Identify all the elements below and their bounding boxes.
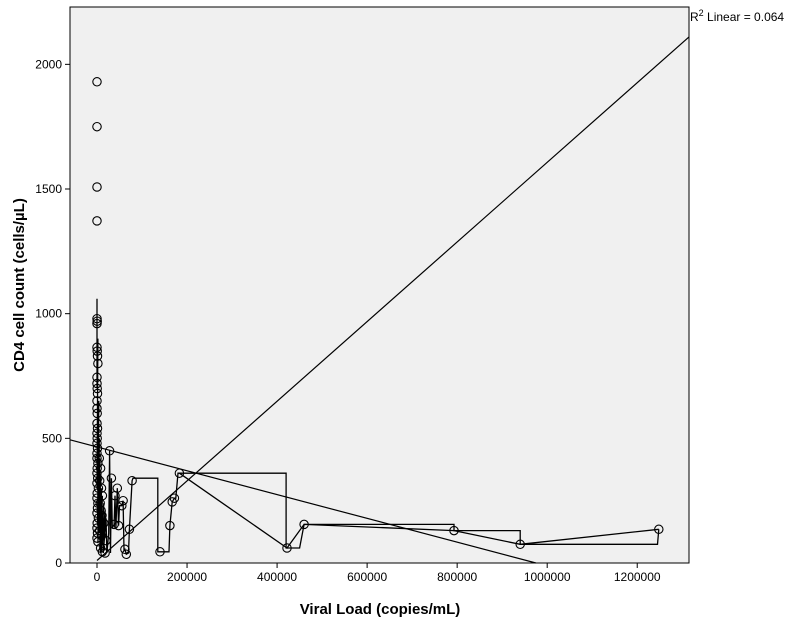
- data-point: [92, 523, 102, 533]
- data-point: [155, 547, 165, 557]
- data-point: [106, 473, 117, 483]
- data-point: [95, 498, 105, 508]
- data-point: [169, 493, 180, 503]
- data-point: [127, 475, 137, 486]
- x-tick-label: 400000: [257, 570, 297, 584]
- data-point: [92, 418, 102, 429]
- data-point: [92, 438, 102, 449]
- x-tick-label: 1200000: [614, 570, 661, 584]
- data-point: [92, 443, 103, 454]
- data-points: [92, 77, 664, 560]
- data-point: [299, 519, 309, 530]
- data-point: [92, 403, 102, 414]
- data-point: [92, 383, 102, 394]
- data-point: [94, 475, 105, 486]
- data-point: [92, 378, 102, 389]
- y-tick-label: 0: [55, 556, 62, 570]
- data-point: [93, 358, 103, 369]
- data-point: [93, 458, 103, 469]
- data-point: [112, 483, 123, 493]
- data-point: [92, 433, 102, 444]
- x-tick-label: 1000000: [524, 570, 571, 584]
- data-connector-line: [179, 472, 659, 549]
- y-tick-label: 1000: [35, 307, 62, 321]
- data-point: [93, 483, 104, 493]
- data-point: [121, 549, 132, 560]
- data-point: [96, 505, 106, 516]
- fit-line-0: [69, 439, 537, 564]
- data-point: [124, 524, 135, 535]
- data-point: [92, 318, 102, 329]
- data-point: [92, 396, 102, 406]
- data-point: [92, 453, 102, 464]
- data-point: [92, 372, 102, 383]
- data-point: [120, 544, 130, 555]
- data-point: [101, 535, 111, 546]
- data-point: [92, 428, 102, 439]
- y-axis-title: CD4 cell count (cells/µL): [11, 198, 28, 372]
- data-point: [92, 423, 103, 434]
- data-point: [174, 468, 185, 478]
- data-point: [92, 216, 102, 226]
- x-tick-label: 800000: [437, 570, 477, 584]
- data-point: [92, 346, 102, 356]
- data-point: [92, 463, 102, 474]
- x-axis-title: Viral Load (copies/mL): [300, 601, 461, 618]
- data-point: [92, 77, 102, 87]
- data-point: [95, 463, 106, 474]
- data-point: [92, 388, 103, 399]
- x-tick-label: 600000: [347, 570, 387, 584]
- data-point: [113, 520, 124, 531]
- data-point: [515, 539, 525, 550]
- y-axis: 0 500 1000 1500 2000: [35, 57, 70, 570]
- y-tick-label: 500: [42, 431, 62, 445]
- data-point: [282, 543, 292, 553]
- data-point: [92, 182, 102, 192]
- data-point: [96, 483, 107, 493]
- data-point: [99, 518, 109, 528]
- data-point: [117, 500, 127, 511]
- plot-area: [69, 6, 690, 564]
- data-point: [165, 520, 175, 531]
- r2-label: R2 Linear = 0.064: [690, 8, 784, 24]
- y-tick-label: 1500: [35, 182, 62, 196]
- data-point: [94, 525, 105, 536]
- data-point: [97, 510, 107, 521]
- y-tick-label: 2000: [35, 57, 62, 71]
- data-point: [92, 493, 102, 503]
- data-point: [109, 519, 119, 530]
- data-point: [100, 548, 110, 558]
- data-point: [92, 408, 102, 419]
- data-point: [94, 453, 105, 464]
- data-point: [118, 495, 128, 506]
- data-point: [92, 448, 102, 459]
- data-point: [104, 446, 115, 456]
- x-tick-label: 0: [94, 570, 101, 584]
- x-tick-label: 200000: [167, 570, 207, 584]
- data-point: [449, 525, 459, 536]
- data-point: [92, 121, 102, 132]
- data-point: [92, 351, 103, 361]
- data-point: [92, 473, 103, 483]
- x-axis: 0 200000 400000 600000 800000 1000000 1200000: [94, 563, 661, 584]
- data-point: [654, 524, 664, 535]
